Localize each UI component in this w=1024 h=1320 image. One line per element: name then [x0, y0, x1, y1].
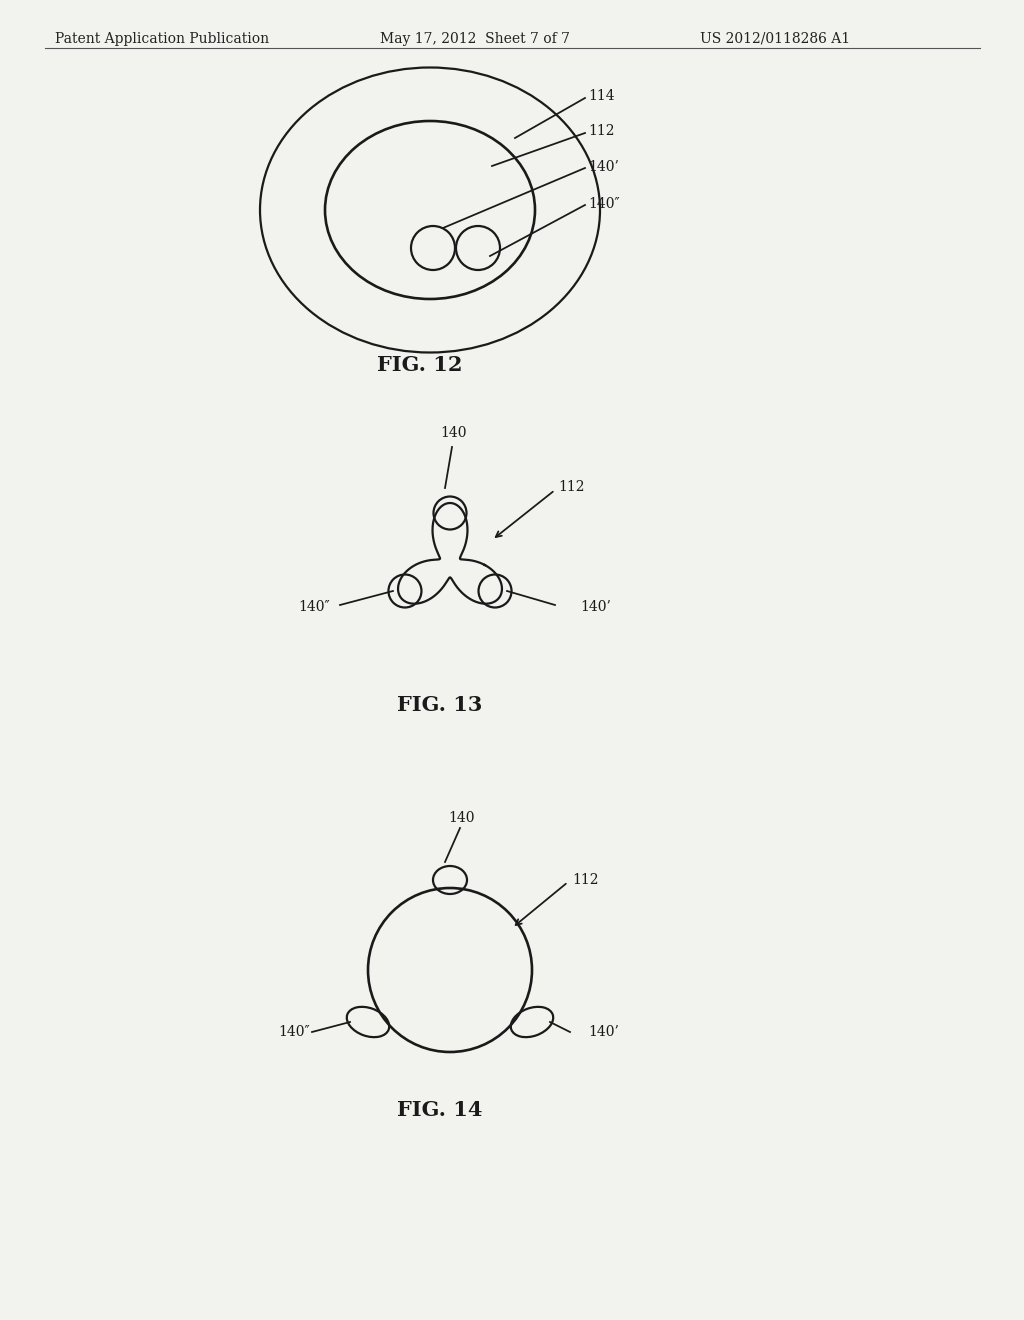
- Text: 140: 140: [440, 426, 467, 440]
- Text: FIG. 12: FIG. 12: [377, 355, 463, 375]
- Text: 140’: 140’: [580, 601, 611, 614]
- Text: US 2012/0118286 A1: US 2012/0118286 A1: [700, 32, 850, 46]
- Text: 140: 140: [449, 810, 475, 825]
- Text: 140″: 140″: [278, 1026, 309, 1039]
- Text: Patent Application Publication: Patent Application Publication: [55, 32, 269, 46]
- Text: May 17, 2012  Sheet 7 of 7: May 17, 2012 Sheet 7 of 7: [380, 32, 570, 46]
- Text: 140″: 140″: [588, 197, 620, 211]
- Text: FIG. 14: FIG. 14: [397, 1100, 482, 1119]
- Text: 114: 114: [588, 88, 614, 103]
- Text: 140″: 140″: [298, 601, 330, 614]
- Text: 140’: 140’: [588, 1026, 618, 1039]
- Text: FIG. 13: FIG. 13: [397, 696, 482, 715]
- Text: 112: 112: [588, 124, 614, 139]
- Text: 140’: 140’: [588, 160, 618, 174]
- Text: 112: 112: [572, 873, 598, 887]
- Text: 112: 112: [558, 480, 585, 494]
